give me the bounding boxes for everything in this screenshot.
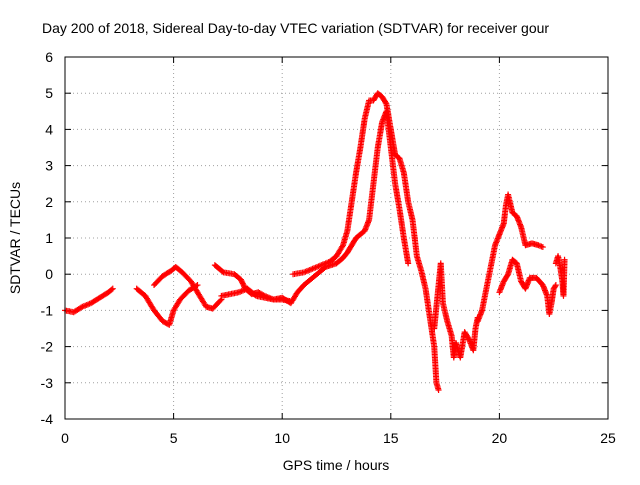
- data-point: [109, 285, 116, 292]
- data-point: [552, 282, 559, 289]
- x-tick-label: 0: [61, 430, 69, 446]
- data-layer: [62, 90, 568, 394]
- data-series-arc-e: [218, 108, 412, 307]
- y-axis-label: SDTVAR / TECUs: [7, 182, 23, 294]
- data-point: [536, 242, 543, 249]
- y-tick-label: -2: [41, 339, 54, 355]
- y-tick-label: 0: [45, 266, 53, 282]
- data-series-arc-g: [431, 260, 481, 361]
- data-point: [78, 304, 85, 311]
- x-axis-label: GPS time / hours: [283, 457, 390, 473]
- data-point: [561, 256, 568, 263]
- data-point: [382, 99, 389, 106]
- y-tick-label: 6: [45, 49, 53, 65]
- x-tick-label: 10: [274, 430, 290, 446]
- data-point: [339, 243, 346, 250]
- y-tick-label: 1: [45, 230, 53, 246]
- data-point: [552, 283, 559, 290]
- data-point: [108, 286, 115, 293]
- data-series-arc-h: [474, 191, 546, 325]
- y-tick-label: 3: [45, 158, 53, 174]
- data-point: [504, 272, 511, 279]
- data-point: [217, 297, 224, 304]
- x-tick-label: 15: [383, 430, 399, 446]
- y-tick-label: 5: [45, 85, 53, 101]
- y-tick-label: -1: [41, 302, 54, 318]
- y-tick-label: 4: [45, 121, 53, 137]
- y-tick-label: -3: [41, 375, 54, 391]
- x-tick-label: 25: [600, 430, 616, 446]
- data-point: [219, 268, 226, 275]
- data-point: [435, 387, 442, 394]
- plot-frame: [64, 56, 609, 420]
- chart-title: Day 200 of 2018, Sidereal Day-to-day VTE…: [42, 20, 549, 36]
- data-series-arc-a: [62, 285, 116, 316]
- data-series-arc-i: [496, 256, 559, 318]
- tick-layer: 0 5 10 15 20 25 -4 -3 -2 -1 0 1 2 3 4 5 6: [41, 49, 616, 446]
- data-series-arc-f: [290, 90, 442, 394]
- data-series-arc-b: [133, 282, 201, 328]
- data-point: [405, 260, 412, 267]
- y-tick-label: -4: [41, 411, 54, 427]
- x-tick-label: 5: [170, 430, 178, 446]
- data-series-arc-j: [552, 253, 568, 299]
- data-series-arc-c: [151, 263, 225, 312]
- data-point: [539, 244, 546, 251]
- y-tick-label: 2: [45, 194, 53, 210]
- x-tick-label: 20: [492, 430, 508, 446]
